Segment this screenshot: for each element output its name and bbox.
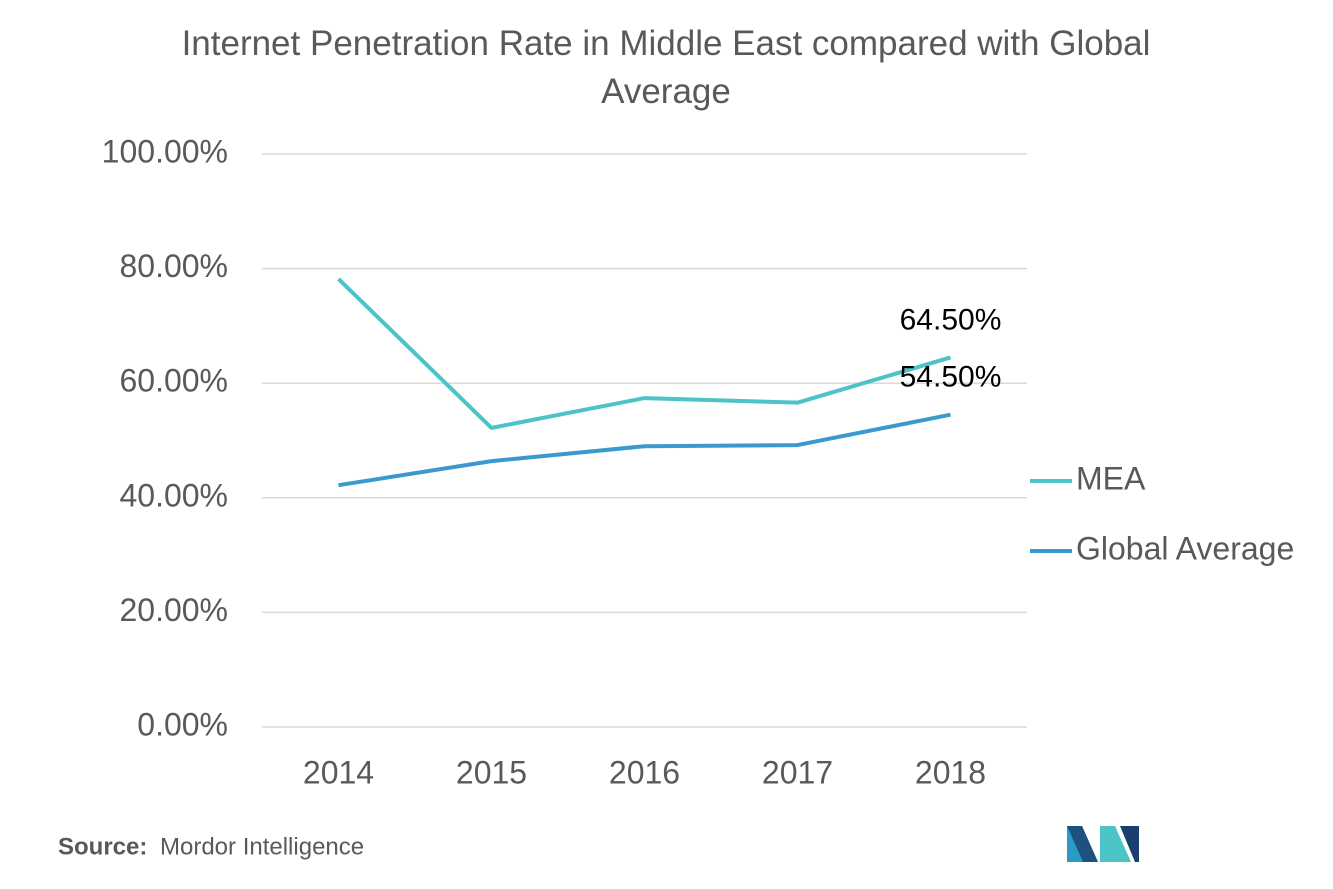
y-tick-label: 20.00%	[119, 592, 228, 628]
y-tick-label: 40.00%	[119, 477, 228, 513]
y-tick-label: 60.00%	[119, 363, 228, 399]
logo	[1067, 826, 1139, 862]
y-tick-label: 80.00%	[119, 248, 228, 284]
x-tick-label: 2016	[609, 754, 680, 790]
data-label: 64.50%	[900, 303, 1002, 336]
line	[338, 412, 951, 488]
y-tick-label: 0.00%	[137, 706, 228, 742]
x-tick-label: 2014	[303, 754, 374, 790]
x-tick-label: 2015	[456, 754, 527, 790]
source-text: Mordor Intelligence	[160, 833, 364, 860]
x-tick-label: 2018	[915, 754, 986, 790]
legend-label: MEA	[1076, 460, 1146, 496]
y-tick-label: 100.00%	[102, 133, 228, 169]
source-label: Source:	[58, 833, 147, 860]
x-tick-label: 2017	[762, 754, 833, 790]
chart-title: Internet Penetration Rate in Middle East…	[181, 24, 1151, 111]
line	[337, 277, 952, 430]
legend-label: Global Average	[1076, 530, 1294, 566]
data-label: 54.50%	[900, 361, 1002, 394]
